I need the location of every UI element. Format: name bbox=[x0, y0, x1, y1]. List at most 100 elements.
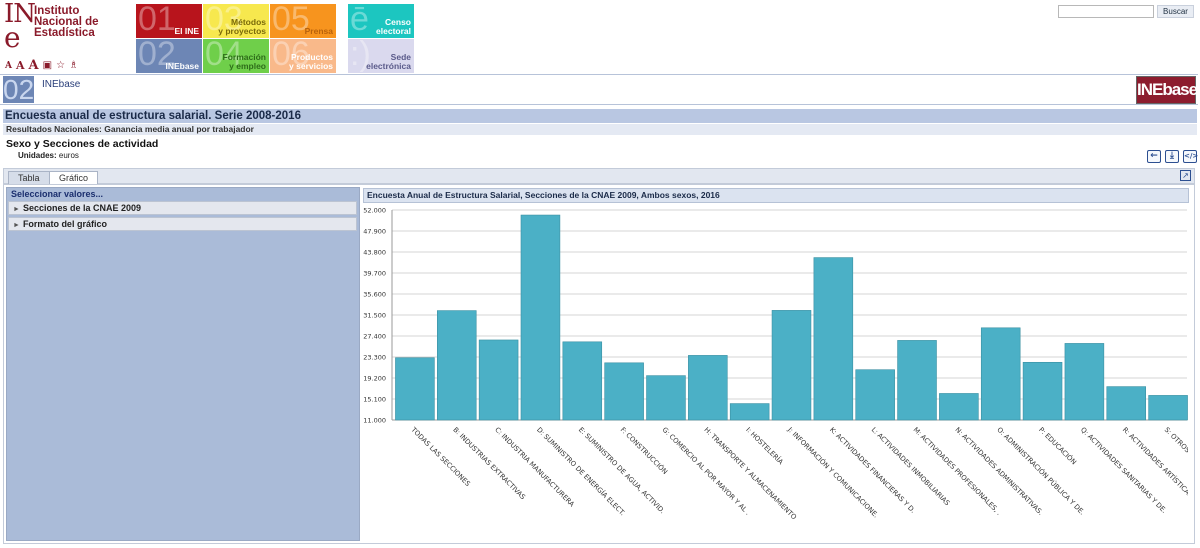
selection-panel-title: Seleccionar valores... bbox=[11, 189, 104, 199]
subtitle-bar bbox=[3, 124, 1197, 135]
y-tick-label: 27.400 bbox=[363, 333, 386, 341]
tabs-bar bbox=[3, 168, 1195, 184]
bar bbox=[771, 310, 812, 421]
y-tick-label: 31.500 bbox=[363, 312, 386, 320]
x-tick-label: E: SUMINISTRO DE AGUA, ACTIVID. bbox=[577, 426, 667, 516]
x-tick-label: J: INFORMACIÓN Y COMUNICACIONE. bbox=[785, 424, 880, 519]
nav-tile-sede[interactable]: :) Sede electrónica bbox=[348, 39, 414, 73]
tile-label: Censo electoral bbox=[376, 17, 411, 36]
chart-header-bar bbox=[363, 188, 1189, 203]
chevron-right-icon: ► bbox=[13, 206, 20, 213]
accordion-formato[interactable]: ► Formato del gráfico bbox=[8, 217, 357, 231]
selection-panel bbox=[6, 187, 360, 541]
x-tick-label: L: ACTIVIDADES INMOBILIARIAS bbox=[870, 426, 951, 507]
x-tick-label: D: SUMINISTRO DE ENERGÍA ELECT. bbox=[535, 425, 627, 517]
x-tick-label: G: COMERCIO AL POR MAYOR Y AL . bbox=[661, 426, 752, 517]
tile-label: Formación y empleo bbox=[222, 52, 266, 71]
accordion-label: Formato del gráfico bbox=[22, 219, 107, 229]
bar bbox=[980, 327, 1021, 421]
popout-icon[interactable]: ↗ bbox=[1180, 170, 1191, 181]
section-number: 02 bbox=[3, 76, 34, 103]
x-tick-label: K: ACTIVIDADES FINANCIERAS Y D. bbox=[828, 426, 917, 515]
divider bbox=[0, 104, 1198, 105]
embed-icon: </> bbox=[1184, 152, 1199, 160]
bar bbox=[478, 339, 519, 421]
institute-name-line: Estadística bbox=[34, 27, 95, 39]
accordion-secciones[interactable]: ► Secciones de la CNAE 2009 bbox=[8, 201, 357, 215]
bar bbox=[604, 362, 644, 421]
bar bbox=[897, 340, 937, 421]
tile-label: El INE bbox=[174, 26, 199, 36]
tab-tabla[interactable]: Tabla bbox=[8, 171, 50, 185]
back-button[interactable]: ← bbox=[1147, 150, 1161, 163]
y-tick-label: 35.600 bbox=[363, 291, 386, 299]
bar bbox=[688, 355, 728, 421]
tile-number: 01 bbox=[138, 4, 176, 38]
institute-name-line: Instituto bbox=[34, 5, 80, 17]
bar-chart: 11.000 15.100 19.200 23.300 27.400 31.500 35.6… bbox=[363, 207, 1188, 522]
embed-button[interactable]: </> bbox=[1183, 150, 1199, 163]
x-tick-label: H: TRANSPORTE Y ALMACENAMIENTO bbox=[702, 426, 798, 522]
nav-tile-el-ine[interactable]: 01 El INE bbox=[136, 4, 202, 38]
y-tick-label: 52.000 bbox=[363, 207, 386, 215]
y-tick-label: 43.800 bbox=[363, 249, 386, 257]
tile-label: Sede electrónica bbox=[366, 52, 411, 71]
tile-label: Métodos y proyectos bbox=[218, 17, 266, 36]
search-input[interactable] bbox=[1058, 5, 1154, 18]
page-title: Encuesta anual de estructura salarial. S… bbox=[5, 110, 301, 122]
tile-number: 06 bbox=[272, 39, 310, 73]
x-tick-label: N: ACTIVIDADES ADMINISTRATIVAS. bbox=[953, 426, 1044, 517]
units-value: euros bbox=[58, 151, 79, 160]
chart-title: Encuesta Anual de Estructura Salarial, S… bbox=[367, 190, 720, 200]
title-bar bbox=[3, 109, 1197, 123]
nav-tile-censo[interactable]: ē Censo electoral bbox=[348, 4, 414, 38]
page-subtitle: Resultados Nacionales: Ganancia media an… bbox=[6, 124, 254, 134]
institute-name-line: Nacional de bbox=[34, 16, 99, 28]
section-name-link[interactable]: INEbase bbox=[42, 79, 81, 90]
tab-grafico[interactable]: Gráfico bbox=[49, 171, 99, 185]
ine-logo[interactable]: IN e Instituto Nacional de Estadística bbox=[4, 0, 124, 55]
nav-tile-prensa[interactable]: 05 Prensa bbox=[270, 4, 336, 38]
logo-letters: IN bbox=[4, 0, 36, 29]
accessibility-tools: A A A ▣ ☆ ♗ bbox=[5, 58, 79, 73]
y-tick-label: 39.700 bbox=[363, 270, 386, 278]
tile-number: 02 bbox=[138, 39, 176, 73]
font-size-small-button[interactable]: A bbox=[5, 61, 12, 71]
x-tick-label: B: INDUSTRIAS EXTRACTIVAS bbox=[451, 426, 527, 502]
bar bbox=[437, 310, 477, 421]
x-tick-label: Q: ACTIVIDADES SANITARIAS Y DE. bbox=[1079, 426, 1168, 515]
download-button[interactable]: ⤓ bbox=[1165, 150, 1179, 163]
nav-tile-metodos[interactable]: 03 Métodos y proyectos bbox=[203, 4, 269, 38]
accordion-label: Secciones de la CNAE 2009 bbox=[22, 203, 141, 213]
bar bbox=[1064, 343, 1105, 421]
bar bbox=[855, 369, 895, 421]
print-icon[interactable]: ▣ bbox=[42, 60, 53, 71]
x-tick-label: I: HOSTELERÍA bbox=[744, 425, 785, 466]
institute-name: Instituto Nacional de Estadística bbox=[34, 5, 124, 39]
nav-tile-productos[interactable]: 06 Productos y servicios bbox=[270, 39, 336, 73]
sitemap-icon[interactable]: ♗ bbox=[69, 60, 79, 71]
font-size-medium-button[interactable]: A bbox=[15, 59, 25, 72]
x-tick-label: P: EDUCACIÓN bbox=[1037, 425, 1078, 466]
bar bbox=[939, 393, 979, 421]
star-icon[interactable]: ☆ bbox=[56, 60, 66, 71]
y-tick-label: 47.900 bbox=[363, 228, 386, 236]
y-tick-label: 19.200 bbox=[363, 375, 386, 383]
tile-number: 04 bbox=[205, 39, 243, 73]
nav-tile-formacion[interactable]: 04 Formación y empleo bbox=[203, 39, 269, 73]
search-button[interactable]: Buscar bbox=[1157, 5, 1194, 18]
tile-label: INEbase bbox=[165, 61, 199, 71]
bar bbox=[520, 214, 561, 421]
bar bbox=[1148, 395, 1188, 421]
x-tick-label: O: ADMINISTRACIÓN PÚBLICA Y DE. bbox=[995, 425, 1087, 517]
bar bbox=[1106, 386, 1146, 421]
font-size-large-button[interactable]: A bbox=[28, 58, 39, 73]
bar bbox=[395, 357, 435, 421]
tile-label: Prensa bbox=[304, 26, 333, 36]
nav-tile-inebase[interactable]: 02 INEbase bbox=[136, 39, 202, 73]
tile-number: 03 bbox=[205, 4, 243, 38]
inebase-logo[interactable]: INEbase bbox=[1136, 76, 1198, 104]
table-title: Sexo y Secciones de actividad bbox=[6, 138, 159, 150]
bar bbox=[646, 375, 686, 421]
tile-number: :) bbox=[350, 39, 371, 73]
